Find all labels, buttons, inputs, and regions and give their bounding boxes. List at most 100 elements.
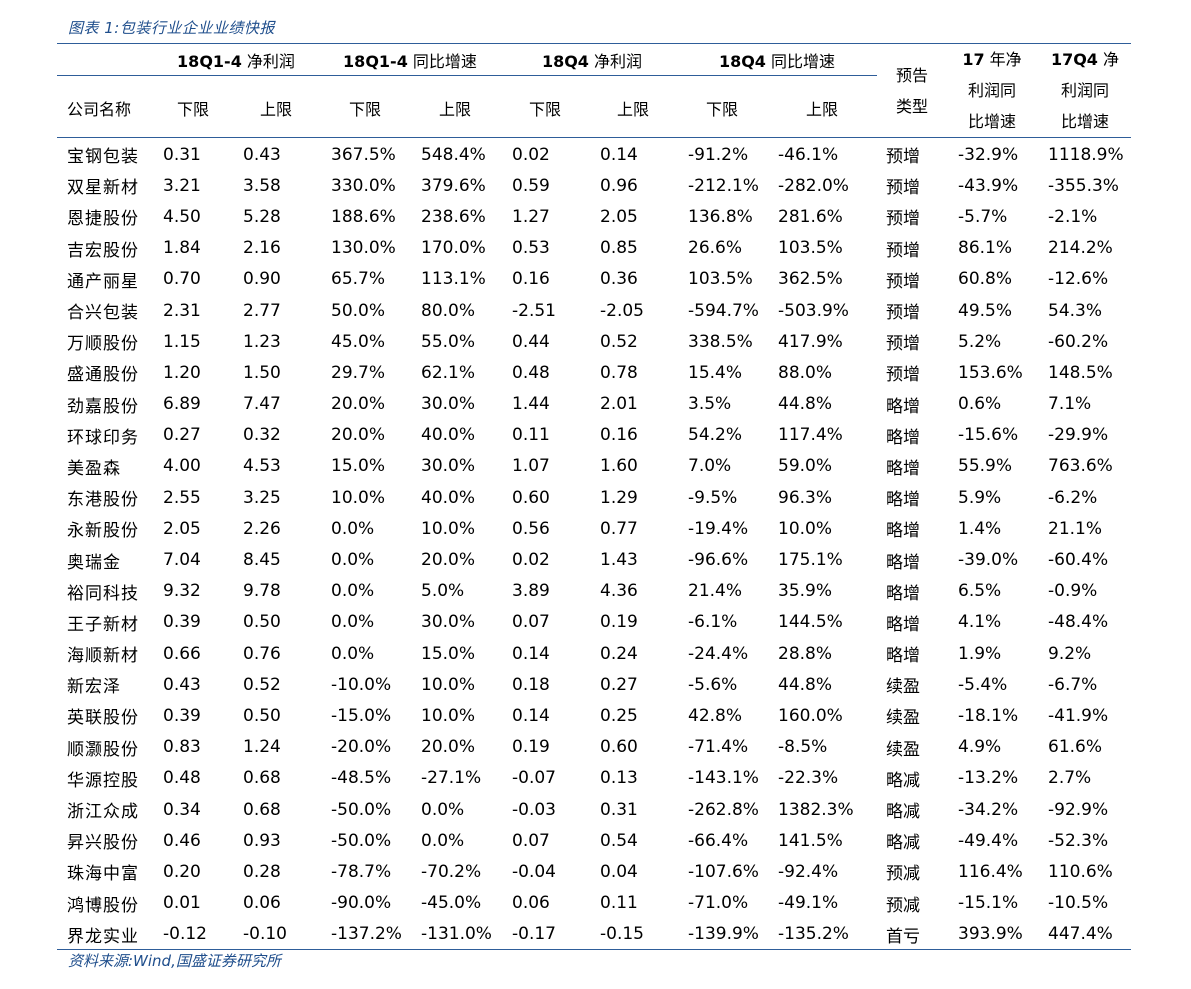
table-row: 英联股份 0.39 0.50 -15.0% 10.0% 0.14 0.25 42.8% 160.… — [57, 700, 1131, 731]
cell-fy-growth-upper: -45.0% — [421, 893, 482, 914]
cell-forecast-type: 略减 — [886, 802, 920, 823]
cell-fy-growth-upper: -131.0% — [421, 924, 492, 945]
cell-q417-growth: -10.5% — [1048, 893, 1109, 914]
cell-q4-growth-lower: -6.1% — [688, 612, 738, 633]
header-fy17-growth: 17 年净 利润同 比增速 — [950, 44, 1034, 137]
cell-q4-upper: 0.78 — [600, 362, 638, 383]
table-row: 永新股份 2.05 2.26 0.0% 10.0% 0.56 0.77 -19.4% 10.0%… — [57, 513, 1131, 544]
cell-q4-lower: 1.07 — [512, 456, 550, 477]
cell-fy-lower: 0.39 — [163, 705, 201, 726]
cell-fy-growth-lower: -20.0% — [331, 737, 392, 758]
cell-fy-growth-lower: -50.0% — [331, 830, 392, 851]
table-row: 通产丽星 0.70 0.90 65.7% 113.1% 0.16 0.36 103.5% 362… — [57, 264, 1131, 295]
cell-q4-growth-lower: -594.7% — [688, 300, 759, 321]
cell-q4-growth-upper: 44.8% — [778, 674, 833, 695]
cell-forecast-type: 预增 — [886, 334, 920, 355]
cell-fy-growth-lower: 367.5% — [331, 144, 396, 165]
cell-fy17-growth: 116.4% — [958, 861, 1023, 882]
cell-q417-growth: 21.1% — [1048, 518, 1103, 539]
cell-q4-upper: 0.36 — [600, 269, 638, 290]
cell-fy-upper: 3.58 — [243, 175, 281, 196]
cell-company: 恩捷股份 — [67, 209, 139, 230]
cell-q417-growth: -12.6% — [1048, 269, 1109, 290]
cell-company: 浙江众成 — [67, 802, 139, 823]
cell-fy17-growth: 5.9% — [958, 487, 1002, 508]
cell-q4-upper: 1.43 — [600, 550, 638, 571]
cell-fy-upper: -0.10 — [243, 924, 287, 945]
cell-fy17-growth: -18.1% — [958, 705, 1019, 726]
cell-q4-growth-upper: 362.5% — [778, 269, 843, 290]
cell-fy-growth-lower: -78.7% — [331, 861, 392, 882]
cell-q4-growth-lower: 15.4% — [688, 362, 743, 383]
cell-forecast-type: 略增 — [886, 427, 920, 448]
cell-fy-growth-upper: 80.0% — [421, 300, 476, 321]
cell-fy-growth-lower: 15.0% — [331, 456, 386, 477]
cell-fy17-growth: 55.9% — [958, 456, 1013, 477]
table-row: 盛通股份 1.20 1.50 29.7% 62.1% 0.48 0.78 15.4% 88.0%… — [57, 357, 1131, 388]
cell-fy-growth-lower: 20.0% — [331, 394, 386, 415]
cell-q4-lower: -0.04 — [512, 861, 556, 882]
cell-q417-growth: 2.7% — [1048, 768, 1092, 789]
cell-fy-lower: 0.31 — [163, 144, 201, 165]
cell-fy-growth-lower: 10.0% — [331, 487, 386, 508]
table-row: 合兴包装 2.31 2.77 50.0% 80.0% -2.51 -2.05 -594.7% -… — [57, 295, 1131, 326]
cell-fy-growth-lower: 130.0% — [331, 238, 396, 259]
cell-q417-growth: -355.3% — [1048, 175, 1119, 196]
cell-company: 海顺新材 — [67, 646, 139, 667]
results-table-body: 宝钢包装 0.31 0.43 367.5% 548.4% 0.02 0.14 -91.2% -4… — [57, 139, 1131, 950]
cell-fy-upper: 7.47 — [243, 394, 281, 415]
cell-q4-upper: 4.36 — [600, 581, 638, 602]
cell-fy17-growth: 153.6% — [958, 362, 1023, 383]
cell-q4-growth-upper: 144.5% — [778, 612, 843, 633]
header-forecast-type: 预告 类型 — [878, 60, 946, 122]
header-group-4-code: 18Q4 — [718, 52, 766, 71]
cell-fy-growth-upper: 113.1% — [421, 269, 486, 290]
cell-fy17-growth: -13.2% — [958, 768, 1019, 789]
cell-q417-growth: 214.2% — [1048, 238, 1113, 259]
cell-q4-growth-lower: 21.4% — [688, 581, 743, 602]
cell-q4-growth-lower: -71.4% — [688, 737, 749, 758]
header-q417-growth: 17Q4 净 利润同 比增速 — [1040, 44, 1130, 137]
cell-fy-lower: 7.04 — [163, 550, 201, 571]
cell-fy-lower: 0.83 — [163, 737, 201, 758]
cell-q4-upper: 1.29 — [600, 487, 638, 508]
cell-fy-growth-upper: 0.0% — [421, 830, 465, 851]
cell-q4-growth-lower: -139.9% — [688, 924, 759, 945]
cell-forecast-type: 略增 — [886, 458, 920, 479]
cell-q4-growth-lower: -91.2% — [688, 144, 749, 165]
cell-fy-growth-upper: 30.0% — [421, 394, 476, 415]
cell-fy-growth-upper: 10.0% — [421, 674, 476, 695]
cell-q4-growth-upper: -49.1% — [778, 893, 839, 914]
cell-q4-upper: 0.11 — [600, 893, 638, 914]
cell-q4-upper: -2.05 — [600, 300, 644, 321]
cell-q4-growth-lower: -107.6% — [688, 861, 759, 882]
cell-q4-growth-lower: -143.1% — [688, 768, 759, 789]
cell-fy17-growth: -15.1% — [958, 893, 1019, 914]
cell-q417-growth: 7.1% — [1048, 394, 1092, 415]
cell-fy17-growth: -34.2% — [958, 799, 1019, 820]
cell-company: 裕同科技 — [67, 583, 139, 604]
cell-fy-upper: 5.28 — [243, 206, 281, 227]
cell-fy-lower: 0.39 — [163, 612, 201, 633]
cell-fy-lower: 4.50 — [163, 206, 201, 227]
cell-q4-growth-lower: 42.8% — [688, 705, 743, 726]
cell-q4-upper: 0.96 — [600, 175, 638, 196]
table-row: 华源控股 0.48 0.68 -48.5% -27.1% -0.07 0.13 -143.1%… — [57, 763, 1131, 794]
cell-q4-lower: 0.44 — [512, 331, 550, 352]
header-group-2-code: 18Q1-4 — [343, 52, 408, 71]
cell-fy17-growth: 1.4% — [958, 518, 1002, 539]
header-q417-code: 17Q4 — [1050, 50, 1098, 69]
cell-q4-growth-upper: -282.0% — [778, 175, 849, 196]
table-row: 王子新材 0.39 0.50 0.0% 30.0% 0.07 0.19 -6.1% 144.5%… — [57, 607, 1131, 638]
cell-q4-lower: 0.14 — [512, 643, 550, 664]
cell-fy-growth-upper: 15.0% — [421, 643, 476, 664]
cell-q4-growth-upper: 35.9% — [778, 581, 833, 602]
cell-forecast-type: 续盈 — [886, 739, 920, 760]
cell-q4-growth-upper: -135.2% — [778, 924, 849, 945]
cell-q417-growth: 1118.9% — [1048, 144, 1124, 165]
cell-q4-upper: 0.19 — [600, 612, 638, 633]
cell-forecast-type: 略增 — [886, 521, 920, 542]
cell-forecast-type: 预增 — [886, 147, 920, 168]
cell-q4-growth-upper: 141.5% — [778, 830, 843, 851]
cell-fy17-growth: -43.9% — [958, 175, 1019, 196]
